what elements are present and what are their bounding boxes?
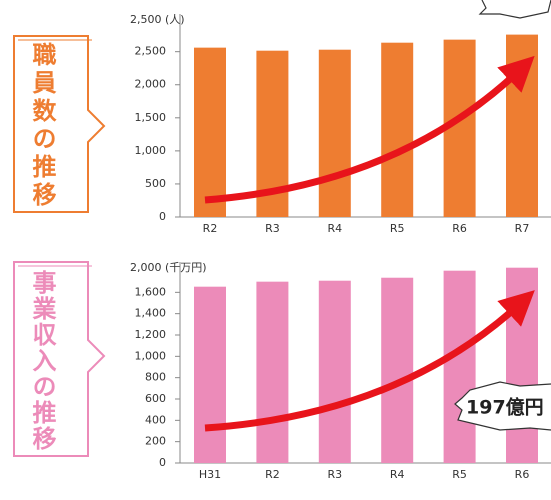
speech-bubble [478,0,551,19]
bar [194,286,226,463]
x-tick-label: R4 [390,468,405,481]
x-tick-label: R5 [390,222,405,235]
chart-title: 事業収入の推移 [28,270,56,452]
y-tick-label: 0 [159,210,166,223]
unit-label: 2,000 (千万円) [130,261,207,274]
bar [506,34,538,217]
x-tick-label: R3 [265,222,280,235]
y-tick-label: 500 [145,177,166,190]
trend-arrow [204,55,535,204]
y-tick-label: 600 [145,392,166,405]
x-tick-label: H31 [199,468,221,481]
bar [318,49,351,218]
y-tick-label: 1,000 [135,349,167,362]
y-tick-label: 800 [145,371,166,384]
x-tick-label: R7 [515,222,530,235]
x-tick-label: R3 [327,468,342,481]
y-tick-label: 2,500 [135,45,167,58]
bracket [13,261,106,457]
y-tick-label: 1,600 [135,285,167,298]
y-tick-label: 400 [145,413,166,426]
x-tick-label: R2 [265,468,280,481]
bar [506,267,538,463]
y-tick-label: 1,000 [135,144,167,157]
x-tick-label: R2 [203,222,218,235]
speech-bubble [454,381,551,431]
bar [318,280,351,463]
y-tick-label: 1,500 [135,111,167,124]
chart-title: 職員数の推移 [28,42,57,210]
bar [381,277,414,463]
trend-arrow [204,290,535,432]
y-tick-label: 0 [159,456,166,469]
bar [256,281,289,463]
x-tick-label: R4 [327,222,342,235]
x-tick-label: R5 [452,468,467,481]
bar [381,42,414,218]
annotation: 197億円 [466,396,544,419]
y-tick-label: 1,200 [135,328,167,341]
unit-label: 2,500 (人) [130,13,185,26]
bar [194,47,226,217]
y-tick-label: 200 [145,435,166,448]
bar [443,270,476,463]
x-tick-label: R6 [452,222,467,235]
x-tick-label: R6 [515,468,530,481]
bracket [13,35,106,213]
y-tick-label: 2,000 [135,78,167,91]
y-tick-label: 1,400 [135,307,167,320]
